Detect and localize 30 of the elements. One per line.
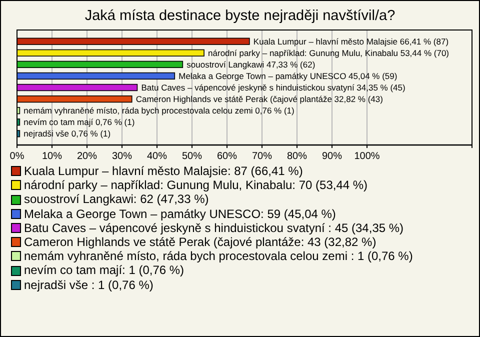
data-label: Batu Caves – vápencové jeskyně s hinduistickou svatyní 34,35 % (45) [141, 82, 406, 92]
legend-label: nejradši vše : 1 (0,76 %) [24, 278, 154, 292]
x-tick-label: 100% [354, 151, 380, 162]
legend-label: nevím co tam mají: 1 (0,76 %) [24, 263, 184, 278]
legend-label: Melaka a George Town – památky UNESCO: 59 (45,04 %) [24, 206, 336, 221]
x-tick-label: 70% [252, 151, 272, 162]
data-label: národní parky – například: Gunung Mulu, Kinabalu 53,44 % (70) [208, 48, 450, 58]
x-tick-label: 50% [182, 151, 202, 162]
data-label: nejradši vše 0,76 % (1) [24, 128, 111, 139]
data-label: souostroví Langkawi 47,33 % (62) [186, 59, 316, 70]
legend-label: Cameron Highlands ve státě Perak (čajové plantáže: 43 (32,82 %) [24, 235, 376, 250]
legend-label: národní parky – například: Gunung Mulu, Kinabalu: 70 (53,44 %) [24, 178, 368, 192]
legend-label: Batu Caves – vápencové jeskyně s hinduistickou svatyní : 45 (34,35 %) [24, 220, 404, 236]
x-tick-label: 30% [112, 151, 132, 162]
data-label: nevím co tam mají 0,76 % (1) [24, 117, 135, 128]
legend-label: souostroví Langkawi: 62 (47,33 %) [24, 192, 209, 207]
legend-label: nemám vyhraněné místo, ráda bych procestovala celou zemi : 1 (0,76 %) [24, 249, 413, 264]
data-label: Kuala Lumpur – hlavní město Malajsie 66,41 % (87) [253, 36, 449, 46]
x-tick-label: 0% [10, 151, 24, 162]
x-tick-label: 80% [286, 151, 308, 162]
legend-label: Kuala Lumpur – hlavní město Malajsie: 87 (66,41 %) [24, 164, 303, 178]
x-tick-label: 60% [216, 151, 238, 162]
x-tick-label: 40% [146, 151, 168, 162]
data-label: nemám vyhraněné místo, ráda bych procestovala celou zemi 0,76 % (1) [24, 106, 295, 116]
data-label: Melaka a George Town – památky UNESCO 45,04 % (59) [178, 70, 398, 81]
x-tick-label: 90% [322, 151, 342, 162]
data-label: Cameron Highlands ve státě Perak (čajové plantáže 32,82 % (43) [136, 94, 384, 104]
chart-title: Jaká místa destinace byste nejraději navštívil/a? [84, 8, 396, 24]
x-tick-label: 10% [42, 151, 62, 162]
x-tick-label: 20% [76, 151, 98, 162]
